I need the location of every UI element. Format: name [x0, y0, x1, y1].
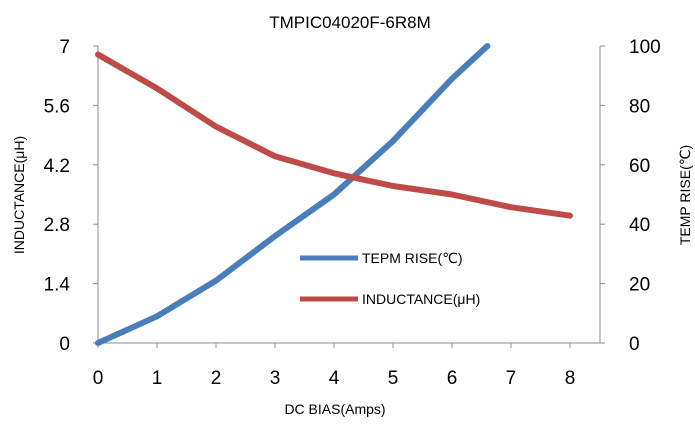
x-tick-label: 7	[506, 368, 517, 389]
x-tick-label: 3	[270, 368, 281, 389]
x-tick-label: 2	[211, 368, 222, 389]
y-left-tick-label: 4.2	[44, 156, 70, 177]
y-left-tick-label: 5.6	[44, 96, 70, 117]
y-left-tick-label: 2.8	[44, 215, 70, 236]
x-tick-label: 6	[447, 368, 458, 389]
y-right-tick-label: 40	[629, 215, 650, 236]
y-right-tick-label: 60	[629, 156, 650, 177]
y-left-tick-label: 0	[59, 334, 70, 355]
legend-label-1: TEPM RISE(℃)	[362, 250, 463, 266]
x-axis-label: DC BIAS(Amps)	[284, 401, 385, 417]
series-line-1	[95, 43, 491, 346]
x-tick-label: 0	[93, 368, 104, 389]
y-right-tick-label: 20	[629, 275, 650, 296]
legend-label-2: INDUCTANCE(μH)	[362, 291, 480, 307]
x-tick-label: 5	[388, 368, 399, 389]
x-tick-label: 8	[565, 368, 576, 389]
y-axis-right-label: TEMP RISE(℃)	[677, 145, 693, 245]
y-left-tick-label: 7	[59, 37, 70, 58]
y-right-tick-label: 80	[629, 96, 650, 117]
series-line-2	[95, 51, 573, 219]
chart-title: TMPIC04020F-6R8M	[269, 13, 431, 32]
y-left-tick-label: 1.4	[44, 275, 71, 296]
y-axis-left-label: INDUCTANCE(μH)	[11, 136, 27, 254]
x-tick-label: 1	[152, 368, 163, 389]
y-right-tick-label: 0	[629, 334, 640, 355]
x-tick-label: 4	[329, 368, 340, 389]
y-right-tick-label: 100	[629, 37, 661, 58]
